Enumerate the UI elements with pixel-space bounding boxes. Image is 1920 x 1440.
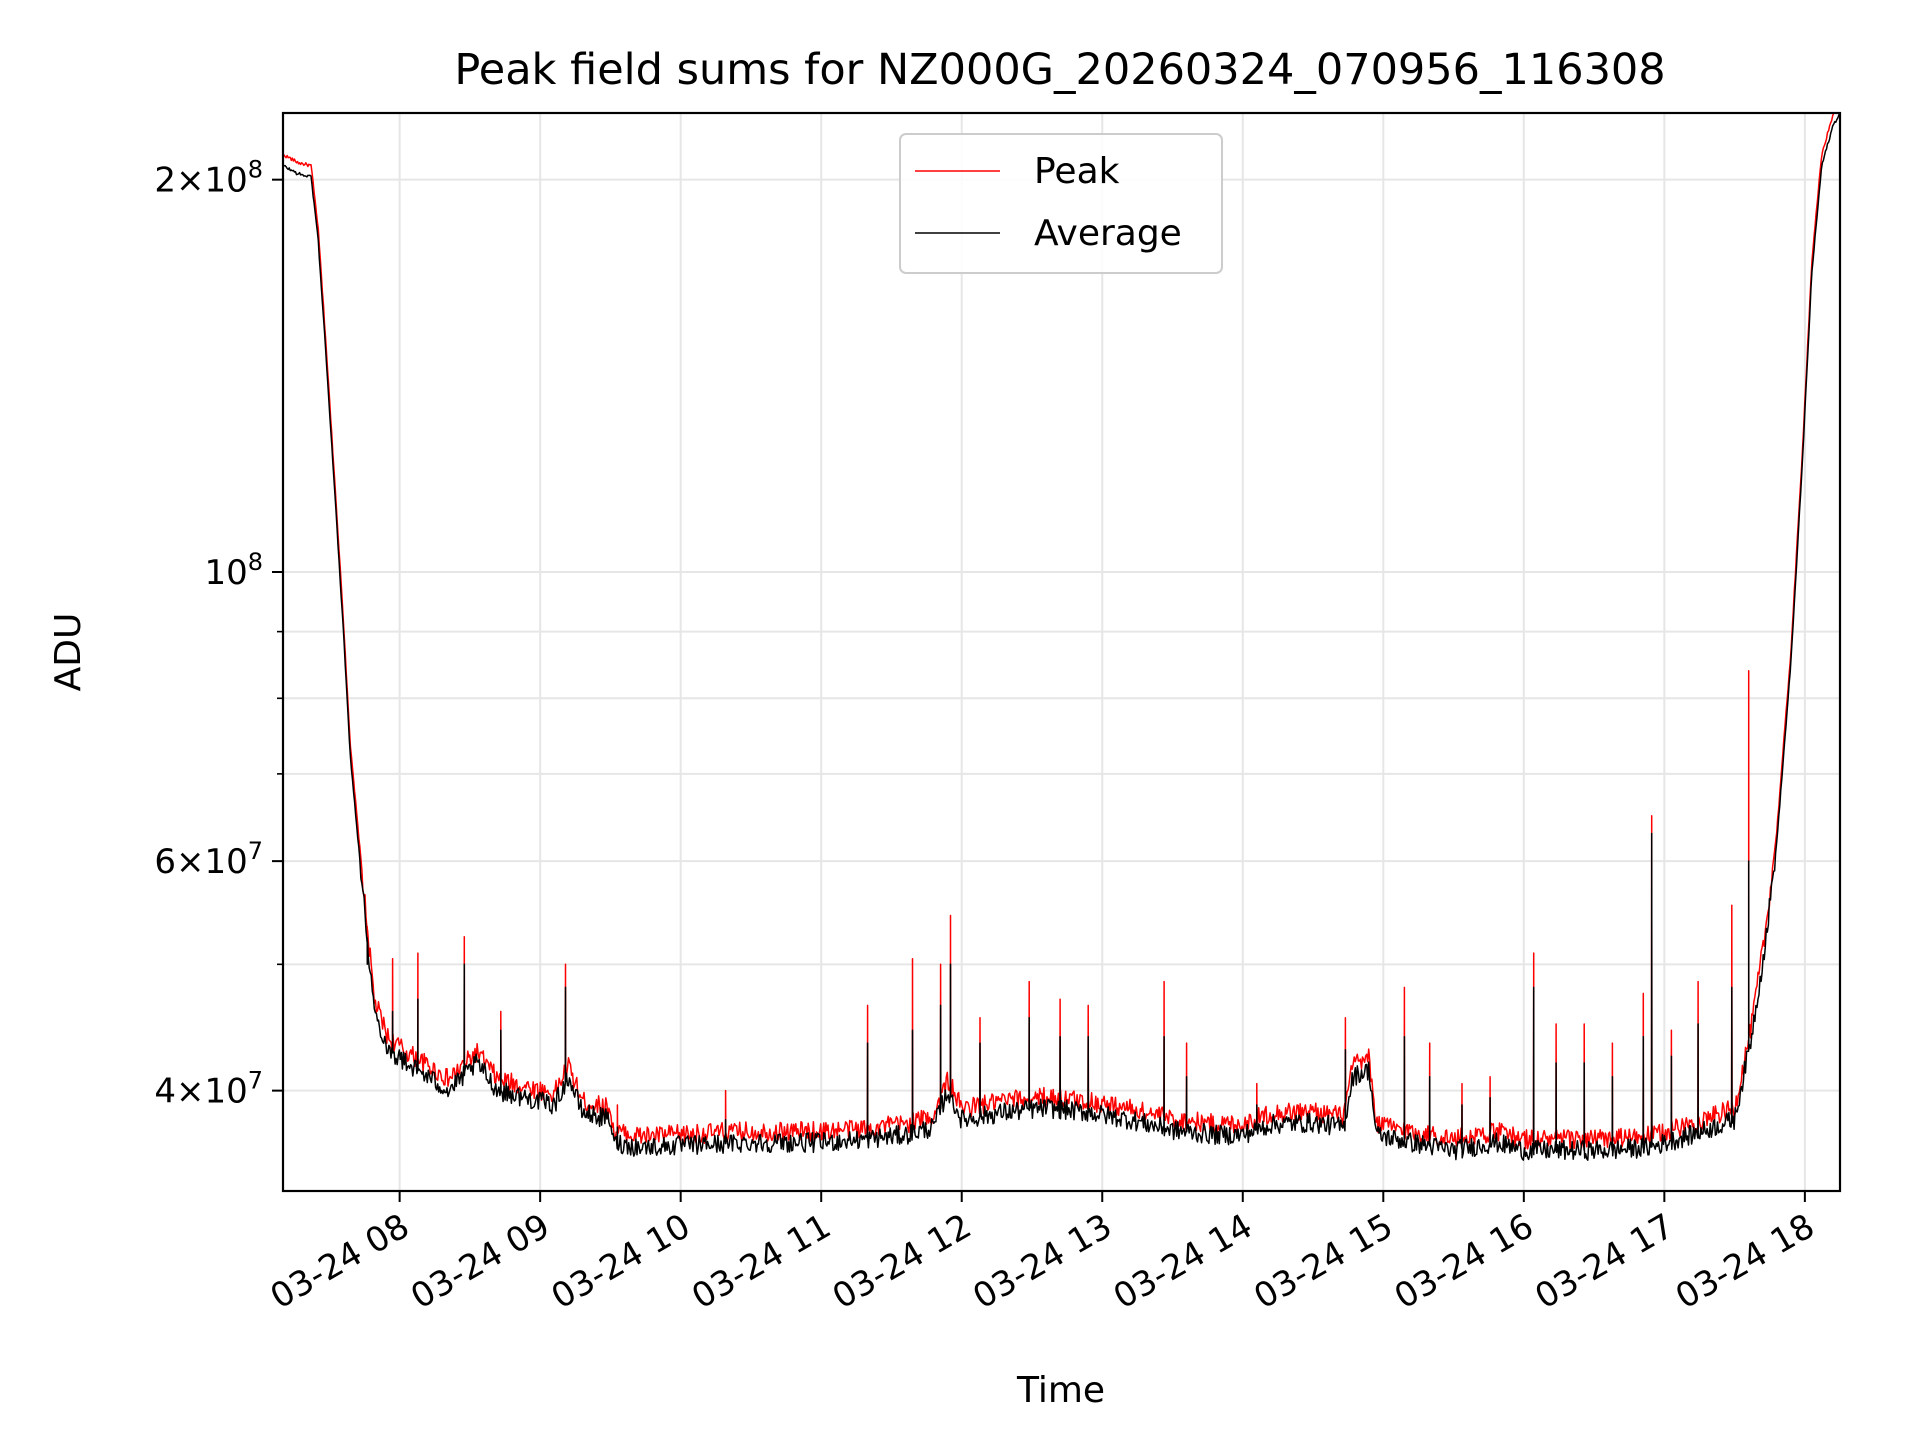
- legend-label-average: Average: [1034, 213, 1182, 254]
- x-axis-label: Time: [1016, 1370, 1105, 1411]
- y-axis-label: ADU: [48, 613, 89, 692]
- x-tick-label: 03-24 14: [1107, 1206, 1259, 1317]
- y-tick-label: 108: [204, 548, 263, 593]
- x-tick-label: 03-24 15: [1247, 1206, 1399, 1317]
- x-tick-label: 03-24 17: [1528, 1206, 1680, 1317]
- x-tick-label: 03-24 13: [966, 1206, 1118, 1317]
- x-tick-label: 03-24 09: [404, 1206, 556, 1317]
- x-tick-label: 03-24 18: [1669, 1206, 1821, 1317]
- plot-series: [282, 112, 1841, 1161]
- chart-title: Peak field sums for NZ000G_20260324_0709…: [454, 45, 1665, 95]
- plot-frame: [281, 111, 1842, 1193]
- y-tick-label: 2×108: [154, 156, 263, 201]
- x-tick-label: 03-24 12: [826, 1206, 978, 1317]
- x-tick-label: 03-24 10: [545, 1206, 697, 1317]
- y-tick-label: 6×107: [154, 837, 263, 882]
- x-tick-label: 03-24 16: [1388, 1206, 1540, 1317]
- x-tick-label: 03-24 08: [264, 1206, 416, 1317]
- legend-box: [899, 133, 1223, 274]
- x-tick-label: 03-24 11: [685, 1206, 837, 1317]
- y-tick-label: 4×107: [154, 1067, 263, 1112]
- y-axis-ticks: 4×107 6×107 108 2×108: [154, 156, 283, 1112]
- series-line-average: [282, 112, 1841, 1161]
- grid-lines: [283, 113, 1840, 1191]
- legend: Peak Average: [899, 133, 1223, 274]
- legend-label-peak: Peak: [1034, 151, 1120, 192]
